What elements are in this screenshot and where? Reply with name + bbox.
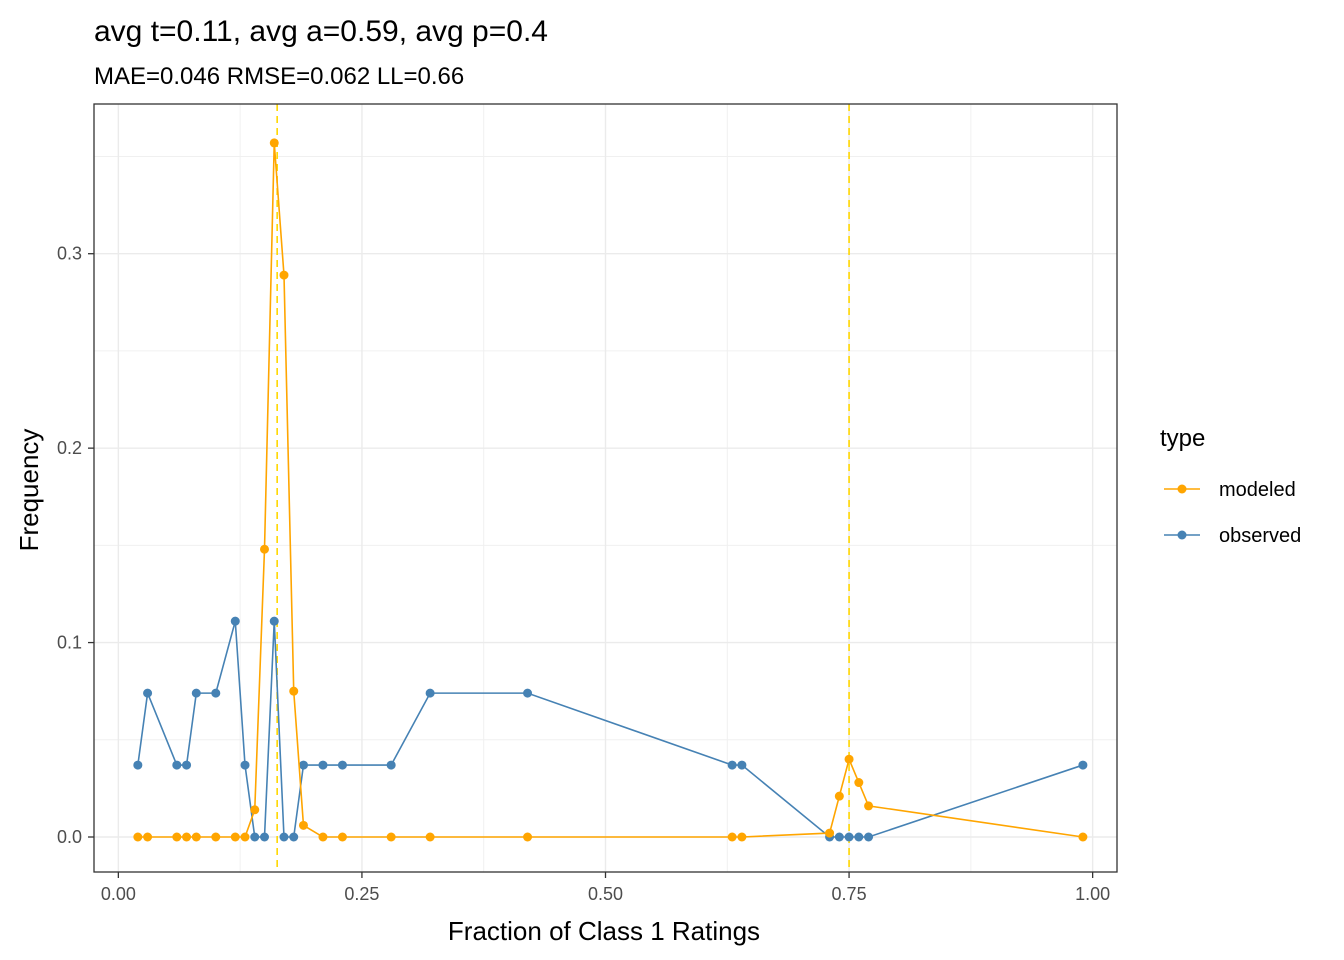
data-point-observed bbox=[289, 832, 299, 842]
data-point-observed bbox=[854, 832, 864, 842]
x-tick-label: 1.00 bbox=[1075, 884, 1110, 904]
data-point-observed bbox=[211, 688, 221, 698]
data-point-modeled bbox=[1078, 832, 1088, 842]
data-point-observed bbox=[260, 832, 269, 842]
data-point-modeled bbox=[250, 805, 260, 815]
data-point-observed bbox=[133, 760, 143, 770]
data-point-observed bbox=[386, 760, 396, 770]
data-point-observed bbox=[240, 760, 250, 770]
data-point-modeled bbox=[844, 754, 854, 764]
data-point-modeled bbox=[230, 832, 240, 842]
data-point-observed bbox=[318, 760, 328, 770]
legend-label-observed: observed bbox=[1219, 525, 1301, 547]
legend-label-modeled: modeled bbox=[1219, 479, 1296, 501]
data-point-modeled bbox=[143, 832, 153, 842]
data-point-observed bbox=[844, 832, 854, 842]
data-point-modeled bbox=[211, 832, 221, 842]
data-point-modeled bbox=[864, 801, 874, 811]
data-point-observed bbox=[737, 760, 747, 770]
data-point-modeled bbox=[318, 832, 328, 842]
data-point-modeled bbox=[523, 832, 533, 842]
data-point-modeled bbox=[279, 270, 289, 280]
y-tick-label: 0.2 bbox=[57, 438, 82, 458]
data-point-observed bbox=[1078, 760, 1088, 770]
data-point-observed bbox=[143, 688, 153, 698]
data-point-observed bbox=[182, 760, 192, 770]
data-point-modeled bbox=[240, 832, 250, 842]
data-point-modeled bbox=[737, 832, 747, 842]
data-point-modeled bbox=[182, 832, 192, 842]
data-point-observed bbox=[172, 760, 182, 770]
data-point-observed bbox=[523, 688, 533, 698]
data-point-observed bbox=[191, 688, 201, 698]
data-point-modeled bbox=[260, 544, 269, 554]
x-tick-label: 0.25 bbox=[344, 884, 379, 904]
data-point-modeled bbox=[191, 832, 201, 842]
data-point-modeled bbox=[834, 791, 844, 801]
data-point-modeled bbox=[172, 832, 182, 842]
data-point-observed bbox=[279, 832, 289, 842]
x-axis-title: Fraction of Class 1 Ratings bbox=[448, 916, 760, 946]
x-tick-label: 0.00 bbox=[101, 884, 136, 904]
chart-subtitle: MAE=0.046 RMSE=0.062 LL=0.66 bbox=[94, 63, 464, 90]
data-point-modeled bbox=[386, 832, 396, 842]
data-point-observed bbox=[337, 760, 347, 770]
y-axis: 0.0 0.1 0.2 0.3 bbox=[57, 244, 94, 847]
y-tick-label: 0.1 bbox=[57, 633, 82, 653]
y-axis-title: Frequency bbox=[14, 429, 44, 552]
data-point-observed bbox=[230, 616, 240, 626]
data-point-modeled bbox=[337, 832, 347, 842]
data-point-observed bbox=[864, 832, 874, 842]
legend: type modeled observed bbox=[1160, 425, 1301, 547]
data-point-modeled bbox=[289, 686, 299, 696]
legend-key-point-observed bbox=[1177, 530, 1187, 540]
chart-title: avg t=0.11, avg a=0.59, avg p=0.4 bbox=[94, 15, 548, 48]
data-point-modeled bbox=[298, 820, 308, 830]
data-point-modeled bbox=[425, 832, 435, 842]
data-point-observed bbox=[298, 760, 308, 770]
data-point-modeled bbox=[825, 828, 835, 838]
x-tick-label: 0.50 bbox=[588, 884, 623, 904]
data-point-observed bbox=[727, 760, 737, 770]
legend-title: type bbox=[1160, 425, 1205, 452]
y-tick-label: 0.0 bbox=[57, 827, 82, 847]
data-point-modeled bbox=[854, 778, 864, 788]
data-point-modeled bbox=[269, 138, 279, 148]
plot-panel bbox=[93, 103, 1118, 873]
data-point-observed bbox=[834, 832, 844, 842]
data-point-modeled bbox=[133, 832, 143, 842]
data-point-observed bbox=[250, 832, 260, 842]
data-point-modeled bbox=[727, 832, 737, 842]
data-point-observed bbox=[269, 616, 279, 626]
x-axis: 0.00 0.25 0.50 0.75 1.00 bbox=[101, 872, 1110, 904]
y-tick-label: 0.3 bbox=[57, 244, 82, 264]
x-tick-label: 0.75 bbox=[832, 884, 867, 904]
legend-key-point-modeled bbox=[1177, 484, 1187, 494]
data-point-observed bbox=[425, 688, 435, 698]
